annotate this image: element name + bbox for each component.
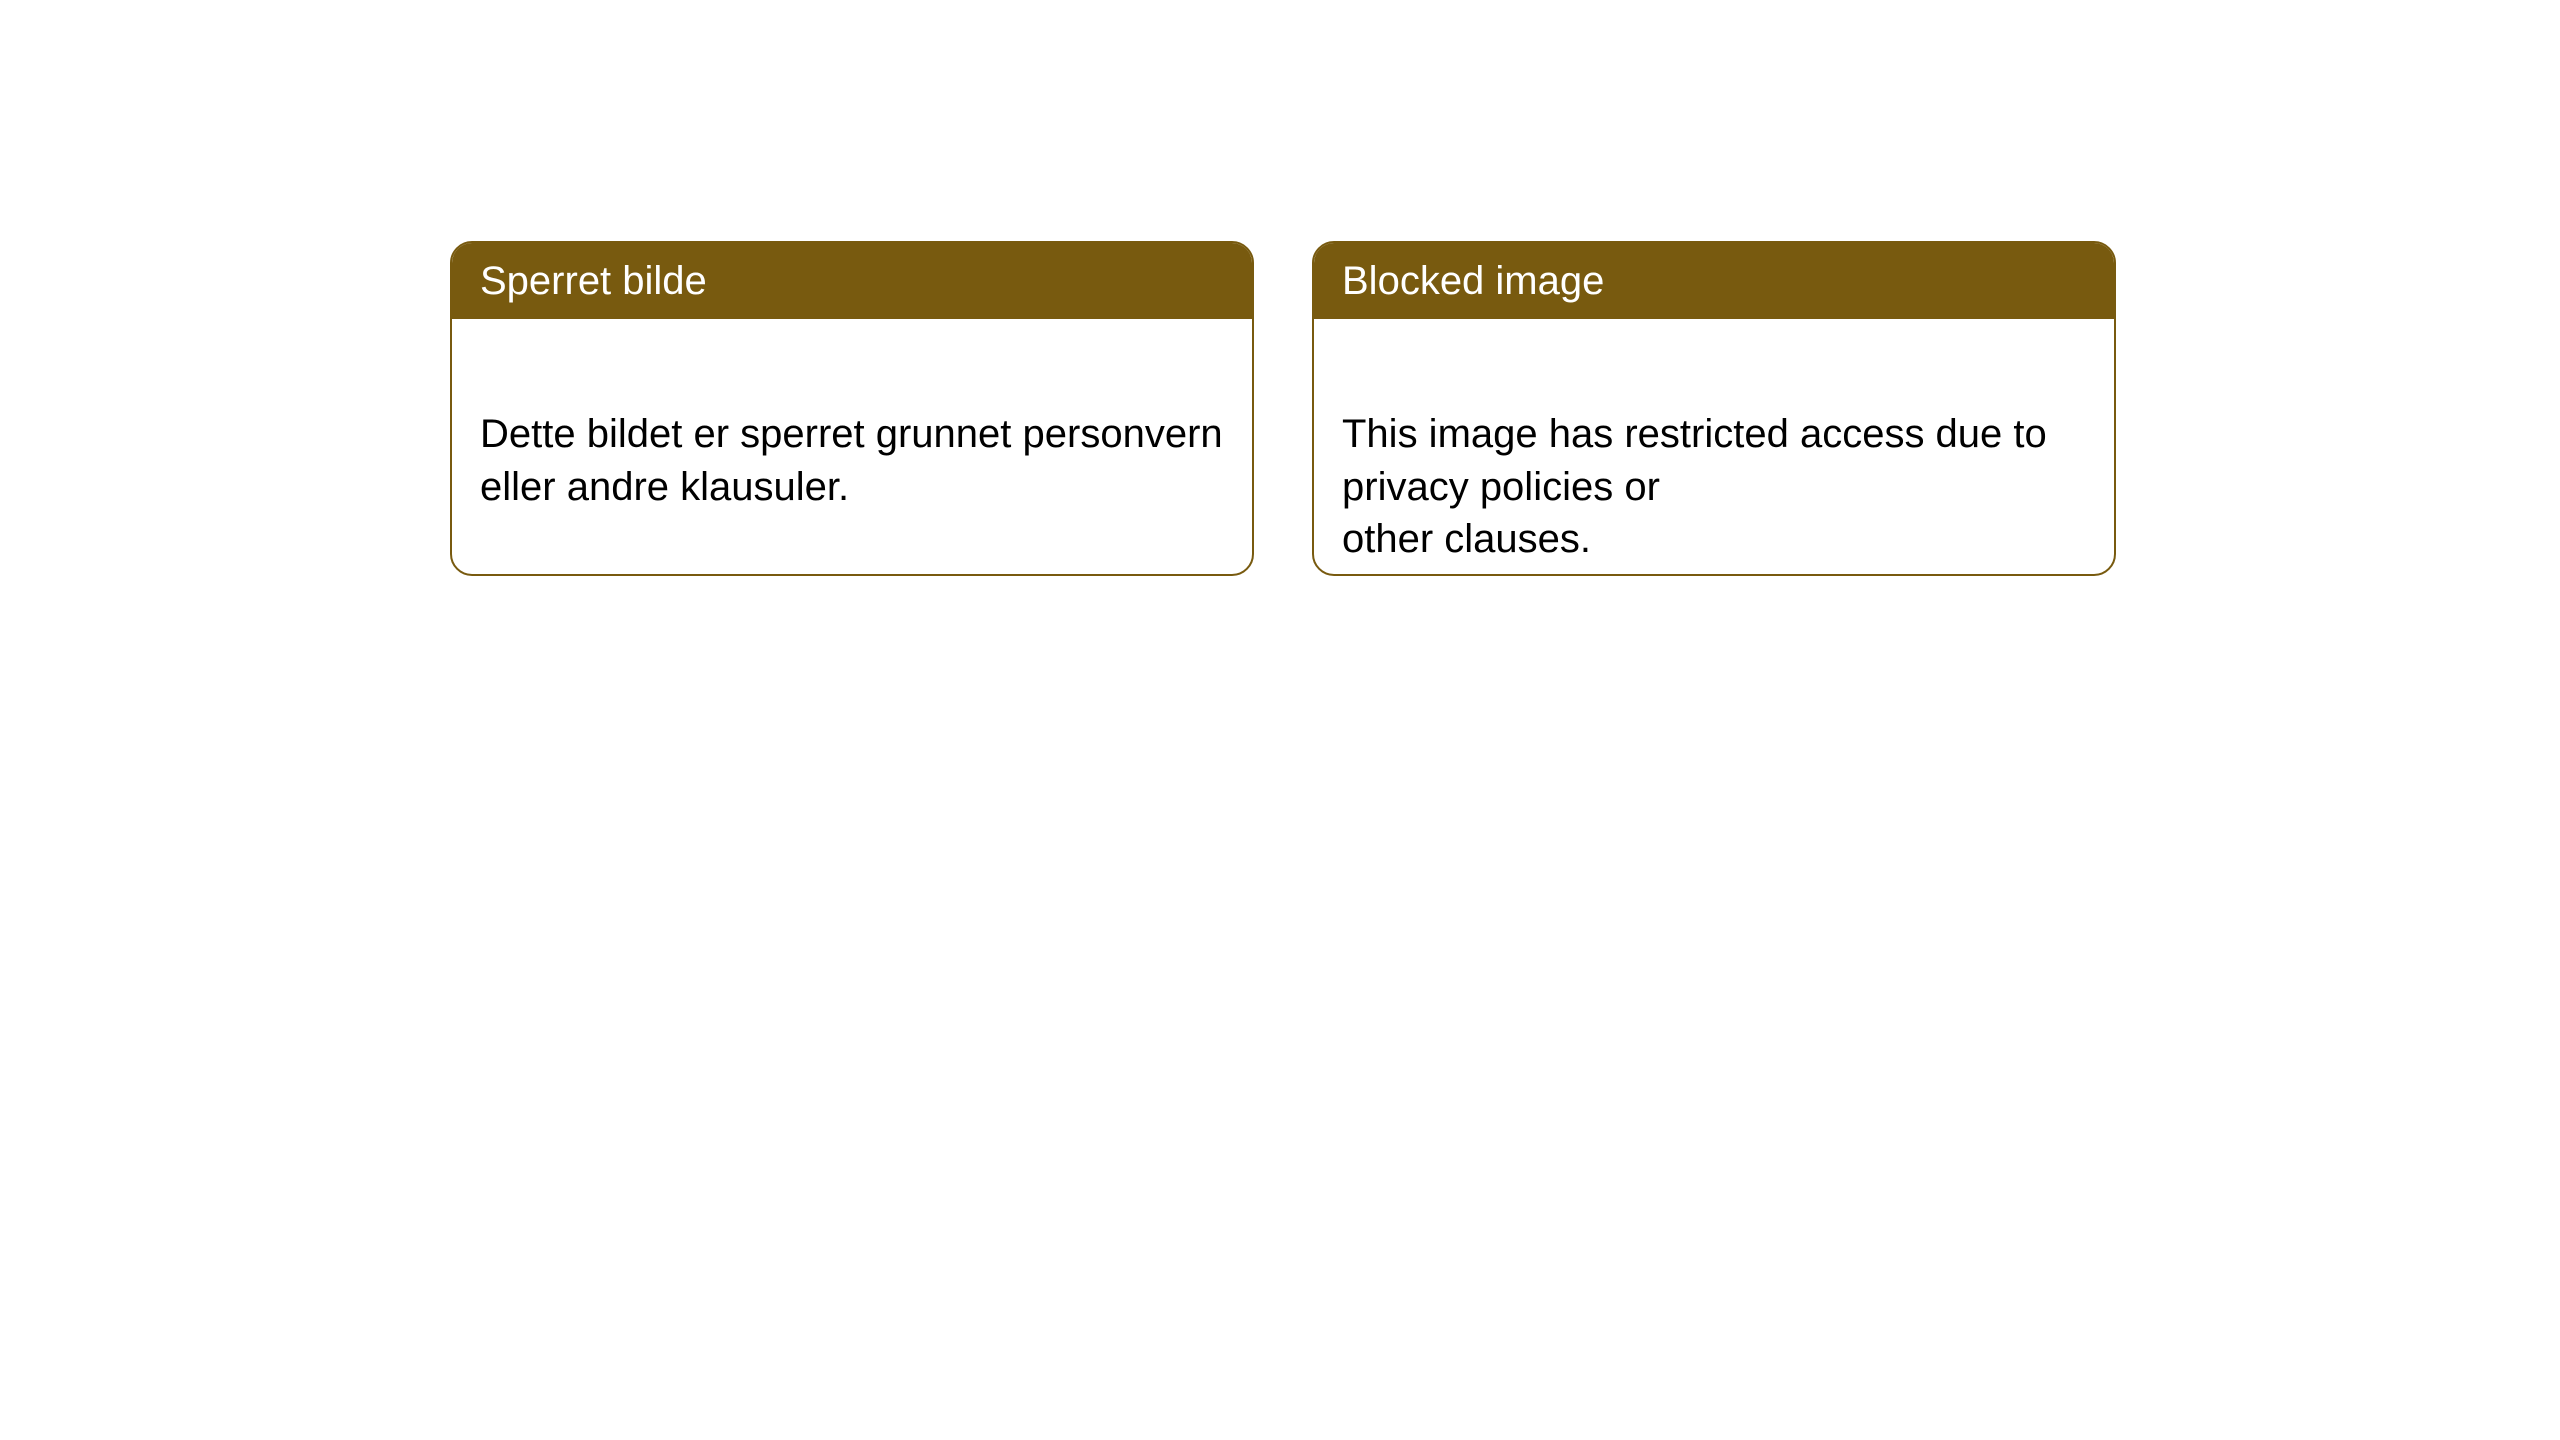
blocked-image-card-no: Sperret bilde Dette bildet er sperret gr…	[450, 241, 1254, 576]
card-message-no: Dette bildet er sperret grunnet personve…	[480, 412, 1223, 509]
card-title-en: Blocked image	[1342, 259, 1604, 303]
card-body-no: Dette bildet er sperret grunnet personve…	[452, 319, 1252, 549]
card-body-en: This image has restricted access due to …	[1314, 319, 2114, 576]
card-message-en: This image has restricted access due to …	[1342, 412, 2047, 562]
card-title-no: Sperret bilde	[480, 259, 707, 303]
blocked-image-card-en: Blocked image This image has restricted …	[1312, 241, 2116, 576]
card-header-en: Blocked image	[1314, 243, 2114, 319]
notice-container: Sperret bilde Dette bildet er sperret gr…	[450, 241, 2116, 576]
card-header-no: Sperret bilde	[452, 243, 1252, 319]
